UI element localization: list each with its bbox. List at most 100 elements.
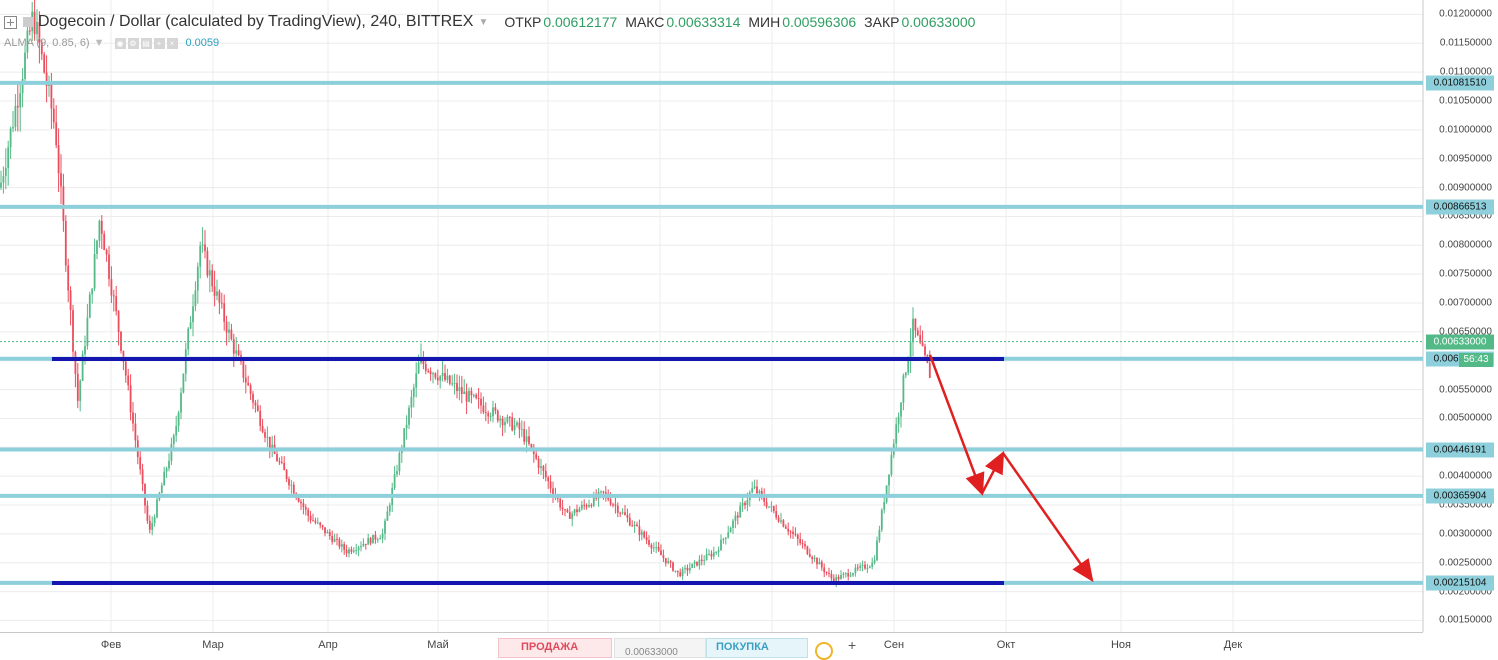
candle-body	[796, 534, 799, 539]
trade-price-value: 0.00633000	[625, 647, 678, 658]
candle-body	[808, 553, 811, 557]
candle-body	[664, 558, 667, 564]
candle-body	[451, 383, 454, 385]
candle-body	[33, 11, 36, 35]
buy-button[interactable]: ПОКУПКА	[706, 638, 808, 658]
trade-price-field[interactable]: 0.00633000	[614, 638, 706, 658]
candle-body	[247, 382, 250, 386]
indicator-row: ALMA (9, 0.85, 6) ▼ ◉ ⚙ ▤ + × 0.0059	[4, 35, 219, 51]
close-icon[interactable]: ×	[166, 37, 178, 49]
level-price-label: 0.00866513	[1426, 199, 1494, 215]
y-tick-label: 0.01000000	[1439, 124, 1492, 136]
sell-button[interactable]: ПРОДАЖА	[498, 638, 612, 658]
indicator-value: 0.0059	[185, 37, 220, 49]
candle-body	[907, 358, 910, 373]
candle-body	[316, 522, 319, 524]
candle-body	[408, 407, 410, 425]
candle-body	[576, 509, 578, 513]
settings-icon[interactable]: ⚙	[127, 37, 139, 49]
candle-body	[112, 295, 115, 297]
candle-body	[693, 561, 696, 564]
ohlc-open-label: ОТКР	[504, 14, 542, 30]
candle-body	[861, 564, 864, 566]
candle-body	[172, 435, 175, 444]
candle-body	[194, 290, 197, 307]
candle-body	[357, 547, 360, 551]
candle-body	[600, 491, 602, 493]
candle-body	[499, 418, 502, 421]
visibility-icon[interactable]: ◉	[114, 37, 126, 49]
candle-body	[650, 544, 653, 549]
candle-body	[288, 479, 290, 486]
x-tick-label: Окт	[996, 639, 1016, 651]
candle-body	[734, 515, 737, 521]
candle-body	[216, 291, 218, 296]
candle-body	[206, 250, 209, 276]
candle-body	[727, 532, 730, 538]
candle-body	[873, 560, 876, 563]
chevron-down-icon[interactable]: ▼	[93, 37, 105, 49]
candle-body	[928, 362, 931, 378]
candle-body	[228, 329, 230, 333]
candle-body	[52, 108, 55, 123]
y-tick-label: 0.00550000	[1439, 384, 1492, 396]
add-icon[interactable]: +	[848, 637, 857, 653]
level-price-label: 0.00365904	[1426, 488, 1494, 504]
candle-body	[285, 470, 288, 480]
candle-body	[458, 387, 461, 392]
candle-body	[494, 407, 497, 411]
candle-body	[806, 546, 809, 554]
x-tick-label: Сен	[883, 639, 905, 651]
candle-body	[746, 500, 749, 506]
candle-body	[885, 485, 888, 503]
buy-label: ПОКУПКА	[716, 641, 769, 653]
candle-body	[820, 561, 823, 568]
candle-body	[439, 376, 442, 381]
candle-body	[508, 416, 511, 418]
candle-body	[465, 391, 468, 402]
candle-body	[784, 526, 787, 529]
collapse-icon[interactable]	[4, 15, 17, 29]
chevron-down-icon[interactable]: ▼	[478, 16, 489, 28]
candle-body	[571, 513, 574, 519]
candle-body	[175, 425, 178, 436]
candle-body	[436, 377, 439, 381]
source-icon[interactable]: ▤	[140, 37, 152, 49]
candle-body	[828, 572, 830, 574]
candle-body	[775, 511, 778, 518]
candle-body	[787, 528, 790, 532]
candle-body	[724, 537, 727, 539]
candle-body	[540, 466, 542, 468]
price-axis[interactable]: 0.00150000 0.00200000 0.00250000 0.00300000…	[1423, 0, 1498, 632]
indicator-name[interactable]: ALMA (9, 0.85, 6)	[4, 37, 90, 49]
more-icon[interactable]: +	[153, 37, 165, 49]
candle-body	[552, 488, 554, 495]
bar-countdown: 56:43	[1459, 352, 1493, 367]
x-tick-label: Дек	[1223, 639, 1243, 651]
candle-body	[547, 477, 550, 482]
candle-body	[326, 531, 329, 534]
candle-body	[864, 564, 866, 569]
candle-body	[9, 128, 12, 148]
candle-body	[691, 563, 694, 568]
candle-body	[132, 412, 134, 424]
candle-body	[278, 461, 281, 463]
candle-body	[672, 562, 674, 571]
trading-panel-icon[interactable]	[815, 642, 833, 660]
candle-body	[0, 182, 2, 188]
candle-body	[180, 392, 182, 413]
candle-body	[496, 410, 499, 421]
candle-body	[12, 126, 14, 129]
chart-title: Dogecoin / Dollar (calculated by Trading…	[38, 13, 474, 30]
candle-body	[165, 468, 168, 472]
x-tick-label: Апр	[318, 639, 338, 651]
candle-body	[878, 529, 881, 541]
candle-body	[235, 350, 238, 354]
candle-body	[266, 436, 269, 438]
y-tick-label: 0.00850000	[1439, 210, 1492, 222]
candle-body	[492, 407, 494, 417]
candle-body	[271, 444, 274, 450]
candle-body	[153, 517, 156, 523]
candle-body	[223, 303, 226, 322]
